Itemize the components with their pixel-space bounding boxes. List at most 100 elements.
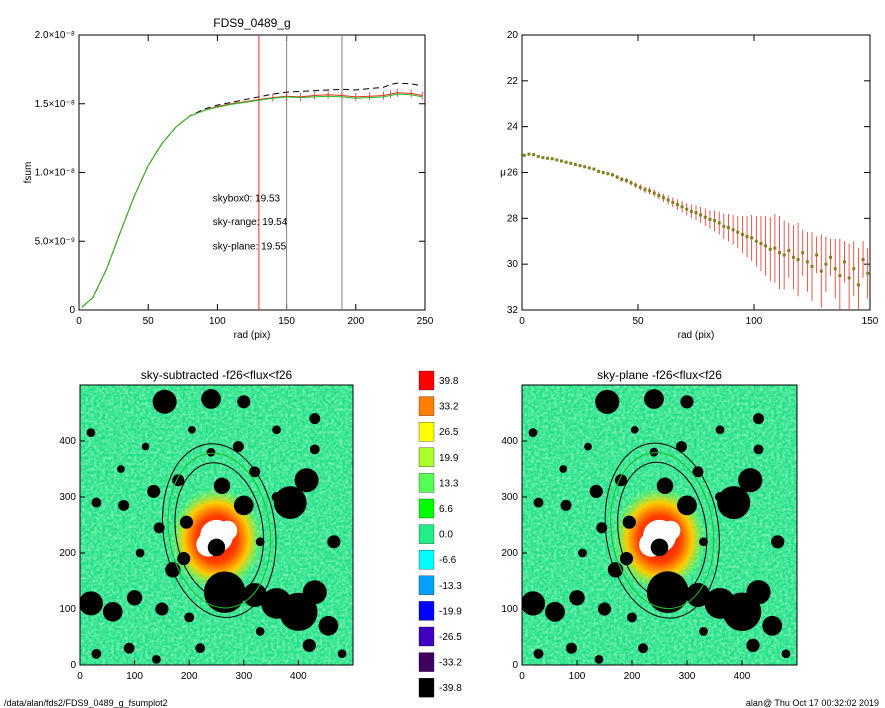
star-mask [294, 468, 319, 493]
star-mask [753, 444, 764, 455]
mu-point [861, 258, 865, 262]
aperture-ellipse [161, 443, 277, 618]
mu-point [624, 179, 628, 183]
mu-ytick-label: 24 [507, 122, 519, 133]
colorbar-label: 33.2 [439, 402, 459, 413]
star-mask [559, 465, 568, 473]
fsum-ytick-label: 2.0×10⁻⁸ [35, 30, 75, 41]
image-1-pixels [80, 385, 353, 665]
colorbar-swatch [418, 422, 435, 442]
image-ytick-label: 300 [501, 492, 518, 503]
mu-point [736, 230, 740, 234]
star-mask [233, 495, 254, 516]
star-mask [188, 425, 196, 434]
fsum-ytick-label: 1.0×10⁻⁸ [35, 168, 75, 179]
colorbar-swatch [418, 575, 435, 595]
mu-point [634, 183, 638, 187]
mu-point [810, 264, 814, 268]
star-mask [91, 648, 102, 659]
star-mask [771, 535, 785, 549]
star-mask [141, 442, 150, 451]
mu-point [657, 193, 661, 197]
image-ytick-label: 400 [501, 436, 518, 447]
star-mask [569, 590, 585, 606]
star-mask [522, 591, 546, 616]
mu-point [680, 205, 684, 209]
fsum-xtick-label: 250 [417, 316, 434, 327]
star-mask [135, 548, 145, 558]
fsum-ytick-label: 0 [69, 305, 75, 316]
mu-point [838, 274, 842, 278]
image-xtick-label: 0 [77, 671, 83, 682]
mu-xtick-label: 150 [862, 316, 879, 327]
colorbar-label: 6.6 [439, 504, 453, 515]
mu-point [699, 213, 703, 217]
mu-ylabel: μ [500, 168, 506, 179]
mu-point [666, 198, 670, 202]
image-xtick-label: 400 [290, 671, 307, 682]
mu-point [597, 169, 601, 173]
mu-point [824, 262, 828, 266]
footer-stamp: alan@ Thu Oct 17 00:32:02 2019 [745, 698, 879, 708]
mu-point [559, 159, 563, 163]
colorbar-swatch [418, 498, 435, 519]
aperture-ellipse [174, 462, 265, 599]
mu-point [819, 269, 823, 273]
mu-point [689, 209, 693, 213]
star-mask [627, 612, 637, 623]
star-mask [91, 497, 102, 508]
colorbar-label: -39.8 [439, 683, 462, 694]
image-1-frame [79, 384, 354, 666]
star-mask [715, 425, 725, 435]
fsum-xlabel: rad (pix) [234, 330, 271, 341]
colorbar-label: 13.3 [439, 478, 459, 489]
image-2-frame [521, 384, 798, 666]
aperture-ellipse [610, 452, 715, 610]
image-xtick-label: 200 [181, 671, 198, 682]
star-mask [584, 442, 592, 451]
star-mask [201, 389, 221, 409]
colorbar-swatch [418, 678, 435, 698]
star-mask [699, 627, 708, 636]
colorbar-label: -19.9 [439, 606, 462, 617]
star-mask [152, 389, 177, 414]
star-mask [578, 548, 587, 558]
star-mask [318, 615, 339, 636]
colorbar-swatch [418, 370, 435, 391]
fsum-xtick-label: 50 [143, 316, 155, 327]
star-mask [717, 486, 751, 520]
mu-point [675, 203, 679, 207]
aperture-ellipse [604, 442, 720, 619]
fsum-annotation: skybox0: 19.53 [213, 193, 281, 204]
mu-point [601, 171, 605, 174]
mu-ytick-label: 28 [507, 213, 519, 224]
image-xtick-label: 100 [126, 671, 143, 682]
star-mask [237, 395, 251, 409]
image-xtick-label: 0 [519, 671, 525, 682]
mu-point [629, 181, 633, 185]
star-mask [545, 601, 565, 622]
star-mask [337, 649, 347, 659]
image-ytick-label: 100 [59, 604, 76, 615]
mu-point [842, 260, 846, 264]
star-mask [279, 592, 318, 631]
fsum-ytick-label: 5.0×10⁻⁹ [35, 236, 75, 247]
star-mask [676, 441, 687, 453]
star-mask [272, 425, 281, 435]
star-mask [155, 602, 169, 616]
mu-point [546, 156, 550, 160]
mu-point [685, 207, 689, 211]
star-mask [302, 580, 327, 605]
star-mask [242, 582, 267, 608]
mu-point [773, 246, 777, 250]
mu-point [587, 166, 591, 170]
mu-ytick-label: 30 [507, 259, 519, 270]
star-mask [722, 592, 762, 632]
fsum-annotation: sky-plane: 19.55 [213, 242, 287, 253]
image-ytick-label: 300 [59, 492, 76, 503]
star-mask [560, 499, 572, 511]
mu-point [703, 215, 707, 219]
mu-point [759, 242, 763, 246]
colorbar-label: -13.3 [439, 581, 462, 592]
